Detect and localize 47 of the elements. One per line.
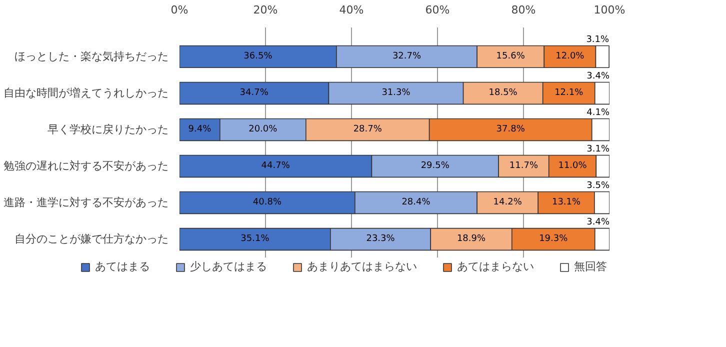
y-tick-label: 勉強の遅れに対する不安があった <box>4 160 168 173</box>
x-tick-label: 20% <box>253 4 278 16</box>
legend-label: 少しあてはまる <box>190 259 267 274</box>
data-label: 40.8% <box>252 198 282 208</box>
data-label: 12.1% <box>554 88 584 98</box>
data-label: 3.4% <box>586 217 610 228</box>
data-label: 4.1% <box>586 108 610 118</box>
data-label: 13.1% <box>552 198 582 208</box>
data-label: 34.7% <box>240 88 269 98</box>
y-tick-label: 自分のことが嫌で仕方なかった <box>14 232 168 246</box>
x-tick-label: 100% <box>594 4 626 16</box>
y-tick-label: 進路・進学に対する不安があった <box>4 196 168 210</box>
data-label: 23.3% <box>366 234 396 244</box>
data-label: 35.1% <box>240 234 270 244</box>
data-label: 37.8% <box>496 124 526 135</box>
data-label: 44.7% <box>261 161 290 172</box>
data-label: 18.5% <box>488 88 518 98</box>
data-label: 18.9% <box>456 234 486 244</box>
data-label: 3.1% <box>586 144 610 154</box>
data-label: 29.5% <box>420 161 450 172</box>
data-label: 12.0% <box>556 52 585 62</box>
x-tick-label: 80% <box>511 4 536 16</box>
data-label: 15.6% <box>496 52 526 62</box>
data-label: 11.0% <box>558 161 588 172</box>
x-tick-label: 40% <box>339 4 364 16</box>
data-label: 20.0% <box>248 124 278 135</box>
data-label: 3.1% <box>586 34 610 45</box>
data-label: 28.4% <box>402 198 431 208</box>
data-label: 31.3% <box>382 88 411 98</box>
x-tick-label: 0% <box>170 4 188 16</box>
y-tick-label: ほっとした・楽な気持ちだった <box>14 50 168 64</box>
y-tick-label: 早く学校に戻りたかった <box>48 123 168 136</box>
legend-label: あてはまる <box>95 259 150 274</box>
data-label: 9.4% <box>188 124 212 135</box>
legend-label: あまりあてはまらない <box>307 259 417 274</box>
data-label: 36.5% <box>244 52 273 62</box>
data-label: 32.7% <box>392 52 422 62</box>
x-tick-label: 60% <box>425 4 450 16</box>
data-label: 14.2% <box>493 198 522 208</box>
data-label: 3.5% <box>586 180 610 191</box>
data-label: 11.7% <box>509 161 538 172</box>
data-label: 19.3% <box>539 234 568 244</box>
legend-label: 無回答 <box>574 259 607 274</box>
y-tick-label: 自由な時間が増えてうれしかった <box>4 86 168 100</box>
data-label: 28.7% <box>353 124 382 135</box>
data-label: 3.4% <box>586 71 610 82</box>
legend-label: あてはまらない <box>457 259 534 274</box>
